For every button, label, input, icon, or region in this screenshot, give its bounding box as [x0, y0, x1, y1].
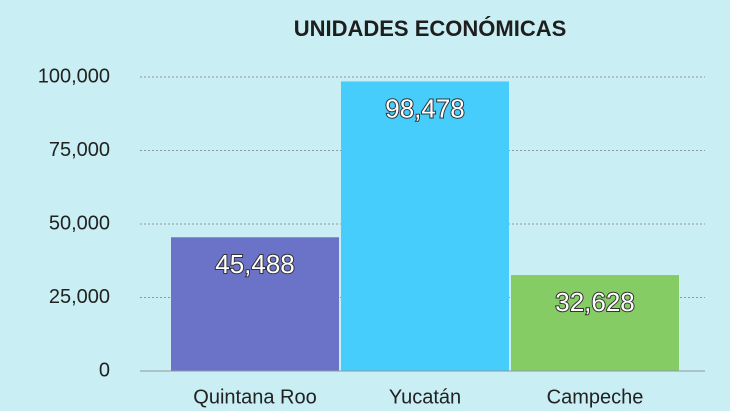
- x-tick-label: Yucatán: [389, 386, 461, 408]
- x-tick-label: Quintana Roo: [193, 386, 316, 408]
- x-tick-label: Campeche: [547, 386, 644, 408]
- chart-title: UNIDADES ECONÓMICAS: [294, 16, 567, 41]
- y-tick-label: 75,000: [49, 139, 110, 161]
- value-label: 98,478: [385, 93, 465, 123]
- y-tick-label: 100,000: [38, 65, 110, 87]
- bar: [511, 275, 679, 371]
- y-tick-label: 50,000: [49, 212, 110, 234]
- y-tick-label: 25,000: [49, 286, 110, 308]
- y-tick-label: 0: [99, 359, 110, 381]
- bar: [171, 237, 339, 371]
- value-label: 45,488: [215, 249, 295, 279]
- value-label: 32,628: [555, 287, 635, 317]
- bar: [341, 81, 509, 372]
